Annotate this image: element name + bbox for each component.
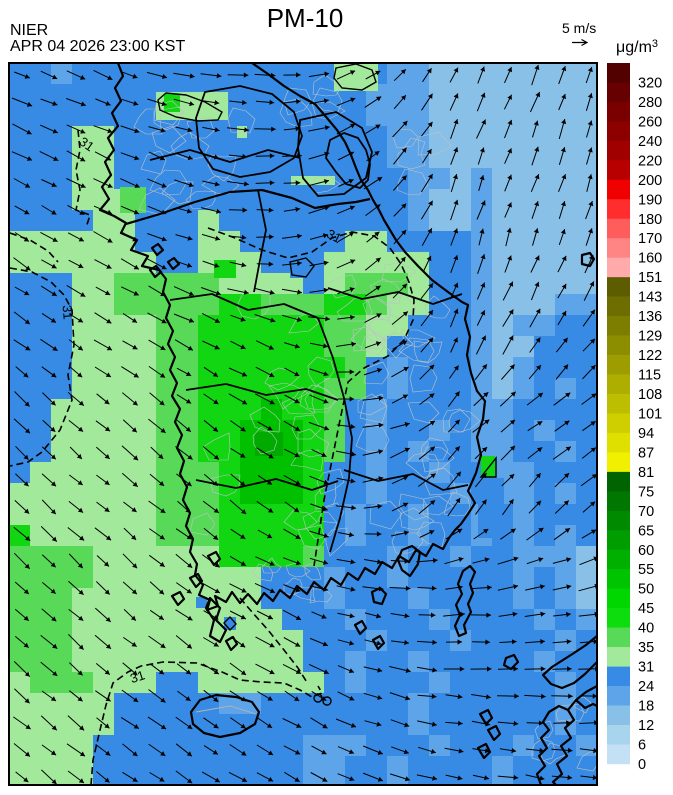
svg-text:122: 122: [638, 348, 662, 364]
svg-text:136: 136: [638, 309, 662, 325]
svg-text:45: 45: [638, 601, 654, 617]
svg-text:143: 143: [638, 290, 662, 306]
svg-text:220: 220: [638, 153, 662, 169]
svg-text:180: 180: [638, 212, 662, 228]
svg-text:87: 87: [638, 445, 654, 461]
svg-text:6: 6: [638, 737, 646, 753]
svg-text:81: 81: [638, 465, 654, 481]
svg-text:94: 94: [638, 426, 654, 442]
svg-text:115: 115: [638, 368, 661, 384]
svg-text:60: 60: [638, 543, 654, 559]
svg-text:151: 151: [638, 270, 662, 286]
svg-text:31: 31: [638, 660, 654, 676]
svg-text:31: 31: [76, 134, 96, 155]
svg-text:160: 160: [638, 251, 662, 267]
svg-text:55: 55: [638, 562, 654, 578]
svg-text:75: 75: [638, 484, 654, 500]
svg-text:31: 31: [60, 304, 76, 320]
svg-text:260: 260: [638, 114, 662, 130]
svg-text:240: 240: [638, 134, 662, 150]
svg-text:70: 70: [638, 504, 654, 520]
svg-text:18: 18: [638, 699, 654, 715]
svg-text:101: 101: [638, 407, 662, 423]
svg-text:50: 50: [638, 582, 654, 598]
svg-text:200: 200: [638, 173, 662, 189]
svg-text:0: 0: [638, 757, 646, 773]
svg-text:320: 320: [638, 76, 662, 92]
svg-text:190: 190: [638, 192, 662, 208]
svg-text:12: 12: [638, 718, 654, 734]
svg-text:170: 170: [638, 231, 662, 247]
svg-text:129: 129: [638, 329, 662, 345]
svg-text:40: 40: [638, 621, 654, 637]
svg-text:35: 35: [638, 640, 654, 656]
svg-text:65: 65: [638, 523, 654, 539]
svg-text:24: 24: [638, 679, 654, 695]
svg-text:108: 108: [638, 387, 662, 403]
svg-text:280: 280: [638, 95, 662, 111]
